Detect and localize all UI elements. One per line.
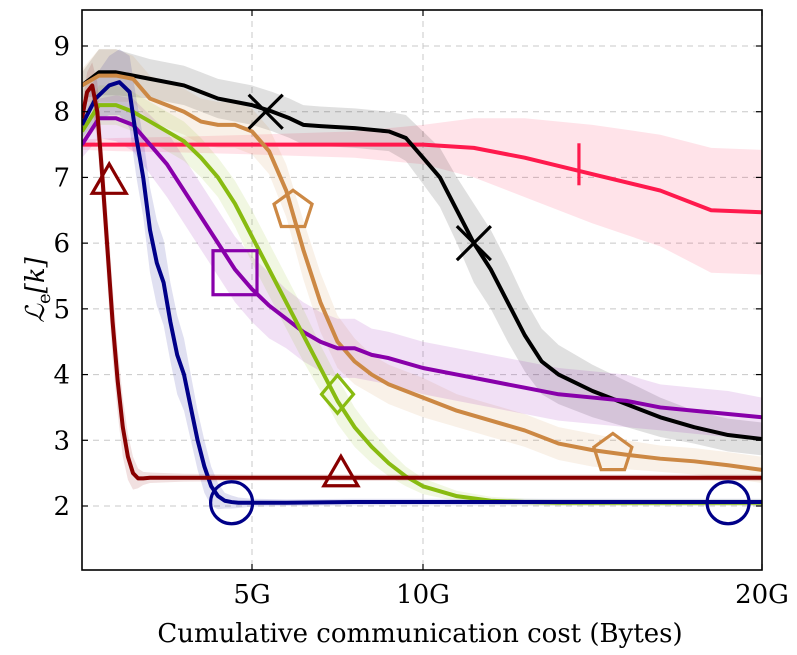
y-tick-label: 5 [53,295,70,325]
series-line [82,142,762,215]
series-marker [321,453,361,488]
y-axis-ticks: 2 3 4 5 6 7 8 9 [53,32,762,522]
x-tick-label: 10G [396,580,450,610]
y-axis-label: ℒe[k] [21,256,55,322]
x-tick-label: 5G [233,580,270,610]
x-axis-ticks: 5G 10G 20G [233,10,789,610]
series-band [82,49,762,456]
series-marker [272,188,314,229]
y-tick-label: 3 [53,426,70,456]
y-tick-label: 6 [53,229,70,259]
y-axis-label-arg: [k] [21,256,51,293]
y-tick-label: 2 [53,492,70,522]
x-tick-label: 20G [735,580,789,610]
series-markers [89,93,751,526]
y-axis-label-sub: e [34,293,55,304]
y-tick-label: 7 [53,163,70,193]
series-line [82,83,762,481]
svg-text:ℒe[k]: ℒe[k] [21,256,55,322]
series-marker [319,372,356,416]
y-axis-label-base: ℒ [21,303,51,323]
series-line [82,80,762,505]
series-marker [591,431,634,472]
series-marker [247,93,284,130]
series-marker [455,225,492,262]
series-line [82,70,762,441]
y-tick-label: 4 [53,361,70,391]
x-axis-label: Cumulative communication cost (Bytes) [157,619,682,649]
series-marker [209,480,255,526]
series-marker [89,160,129,195]
series-marker [211,249,259,297]
y-tick-label: 9 [53,32,70,62]
plot-frame [81,9,763,571]
series-marker [705,480,751,526]
series-band [82,118,762,275]
series-line [82,116,762,420]
series-line [82,73,762,472]
series-lines [82,70,762,505]
y-tick-label: 8 [53,98,70,128]
series-band [82,85,762,506]
